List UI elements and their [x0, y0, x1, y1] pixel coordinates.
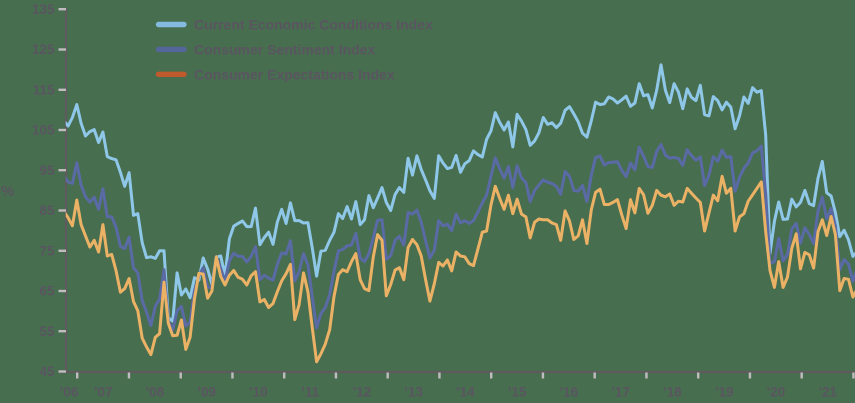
svg-text:135: 135: [32, 2, 55, 17]
svg-text:%: %: [1, 183, 14, 200]
svg-text:’09: ’09: [197, 385, 216, 400]
svg-text:Consumer Sentiment Index: Consumer Sentiment Index: [194, 41, 375, 57]
svg-text:95: 95: [39, 163, 55, 178]
svg-text:55: 55: [39, 324, 55, 339]
svg-text:75: 75: [39, 243, 55, 258]
svg-text:’06: ’06: [60, 385, 79, 400]
svg-text:’20: ’20: [766, 385, 785, 400]
svg-text:’11: ’11: [301, 385, 320, 400]
svg-text:’18: ’18: [663, 385, 682, 400]
svg-text:’16: ’16: [559, 385, 578, 400]
svg-text:’10: ’10: [249, 385, 268, 400]
svg-text:125: 125: [32, 42, 55, 57]
svg-text:’07: ’07: [94, 385, 113, 400]
svg-text:45: 45: [39, 364, 55, 379]
svg-text:’12: ’12: [352, 385, 371, 400]
svg-text:’13: ’13: [404, 385, 423, 400]
svg-text:115: 115: [33, 83, 55, 98]
svg-text:’15: ’15: [508, 385, 527, 400]
svg-text:’14: ’14: [456, 385, 475, 400]
svg-text:’17: ’17: [611, 385, 630, 400]
svg-text:Current Economic Conditions In: Current Economic Conditions Index: [194, 17, 433, 33]
svg-text:85: 85: [39, 203, 55, 218]
svg-text:65: 65: [39, 284, 55, 299]
svg-text:Consumer Expectations Index: Consumer Expectations Index: [194, 66, 395, 82]
svg-text:’19: ’19: [715, 385, 734, 400]
svg-text:105: 105: [32, 123, 55, 138]
svg-text:’08: ’08: [145, 385, 164, 400]
svg-text:’21: ’21: [818, 385, 837, 400]
